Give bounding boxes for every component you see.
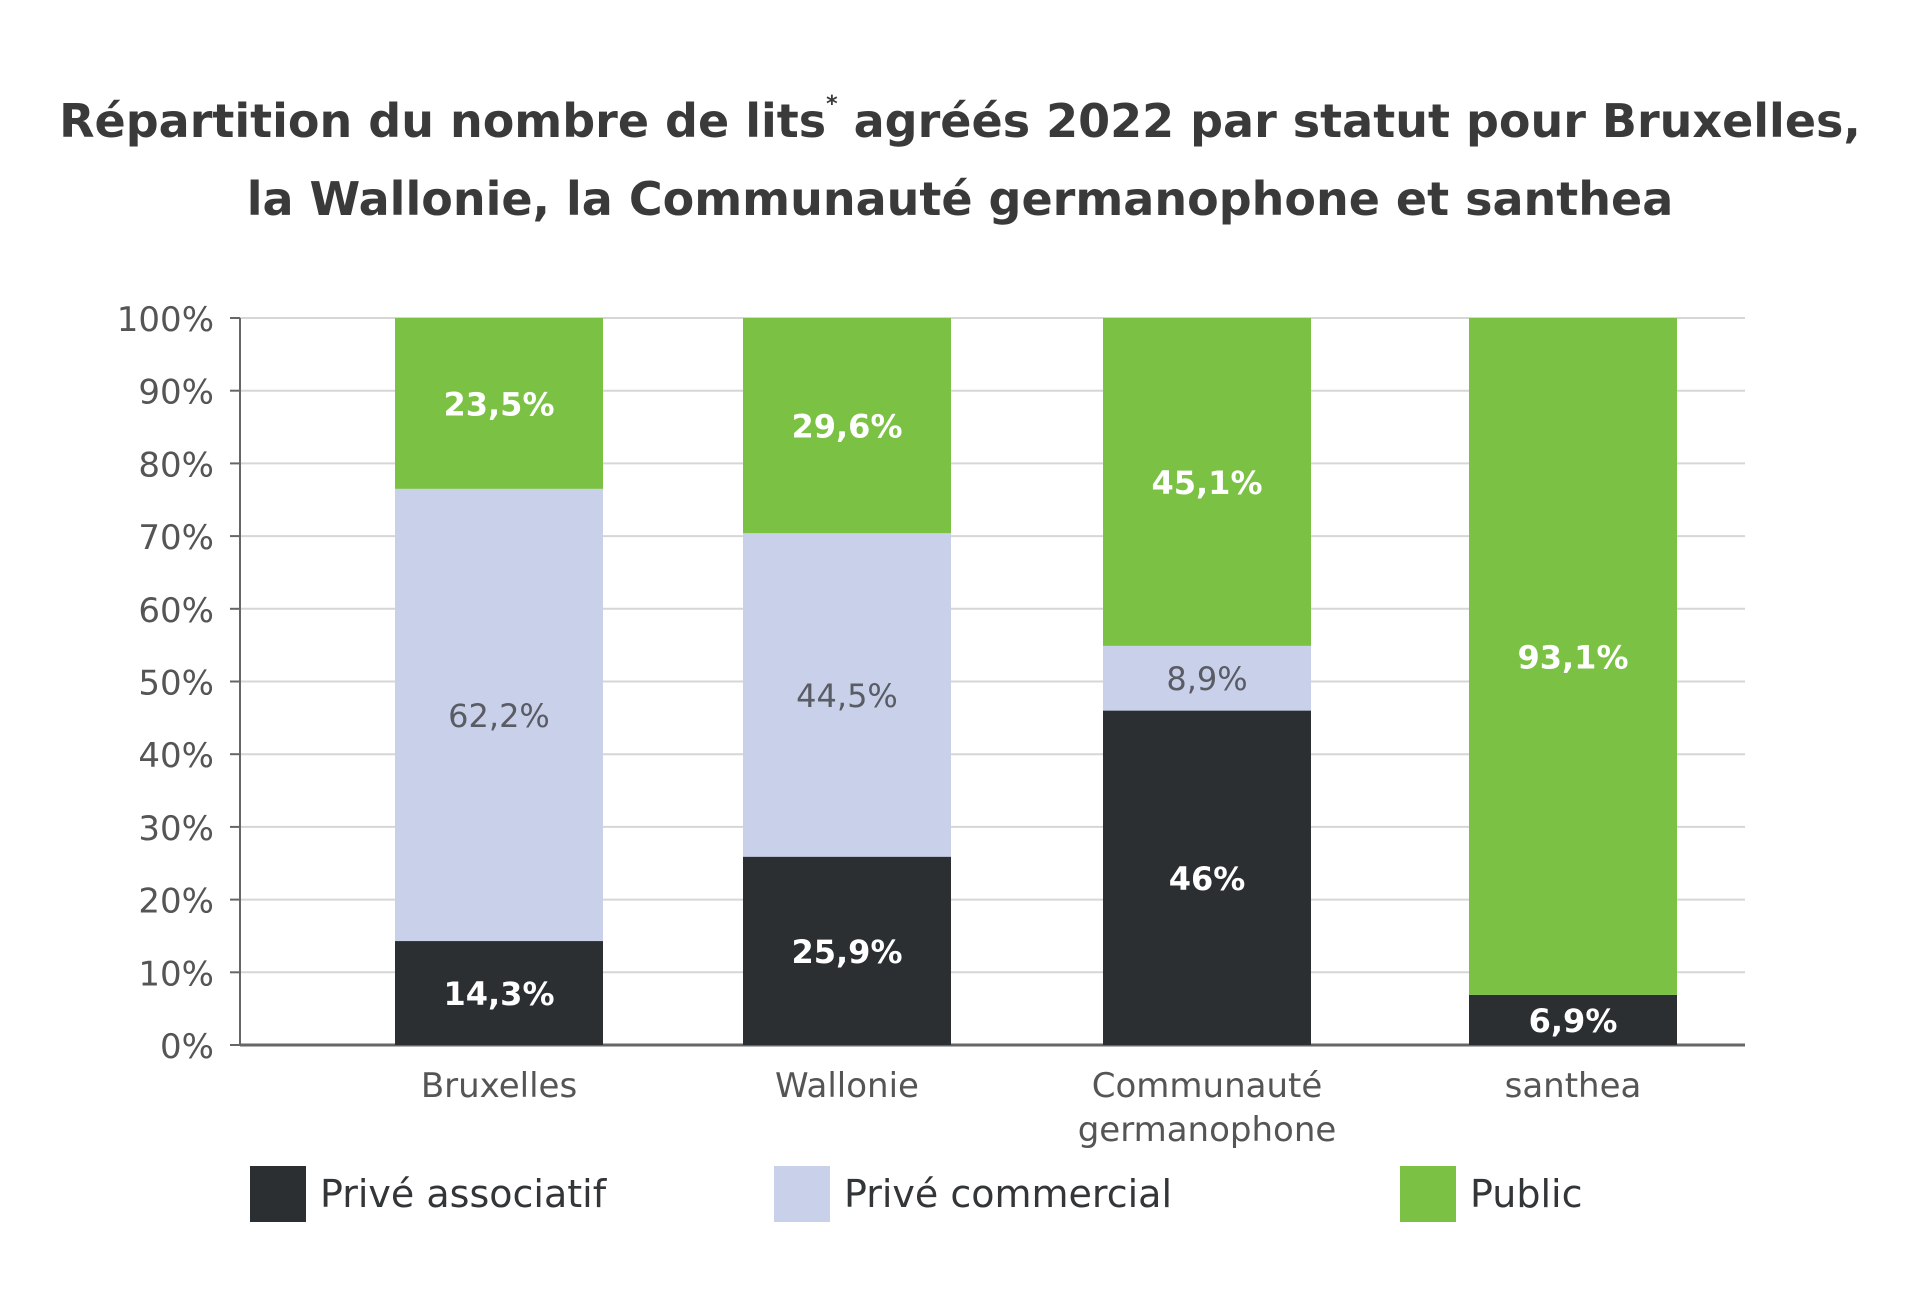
- bar-segment: [743, 856, 951, 1045]
- data-label: 6,9%: [1529, 1002, 1618, 1040]
- data-label: 46%: [1169, 860, 1246, 898]
- chart-title-text: Répartition du nombre de lits: [59, 94, 827, 148]
- y-tick-label: 20%: [138, 882, 214, 922]
- data-label: 44,5%: [796, 677, 898, 715]
- legend-item-prive-commercial: Privé commercial: [774, 1166, 1172, 1222]
- y-tick-label: 100%: [117, 300, 214, 340]
- chart-title-text-rest: agréés 2022 par statut pour Bruxelles,: [853, 94, 1861, 148]
- y-tick-label: 50%: [138, 664, 214, 704]
- x-tick-label: germanophone: [1078, 1110, 1337, 1150]
- data-label: 93,1%: [1517, 638, 1628, 676]
- y-tick-label: 60%: [138, 591, 214, 631]
- data-label: 14,3%: [443, 975, 554, 1013]
- x-tick-label: Communauté: [1092, 1066, 1323, 1106]
- bar-segment: [1103, 710, 1311, 1045]
- bar-segment: [1469, 994, 1677, 1045]
- data-label: 8,9%: [1166, 660, 1247, 698]
- legend-label-prive-associatif: Privé associatif: [320, 1172, 607, 1216]
- legend-item-prive-associatif: Privé associatif: [250, 1166, 606, 1222]
- data-label: 45,1%: [1151, 464, 1262, 502]
- bar-segment: [743, 533, 951, 857]
- y-tick-label: 90%: [138, 373, 214, 413]
- y-tick-label: 40%: [138, 736, 214, 776]
- footnote-mark: *: [826, 92, 838, 117]
- chart-title: Répartition du nombre de lits* agréés 20…: [0, 66, 1920, 238]
- legend-item-public: Public: [1400, 1166, 1582, 1222]
- y-tick-label: 80%: [138, 445, 214, 485]
- bar-segment: [1469, 318, 1677, 995]
- y-tick-label: 70%: [138, 518, 214, 558]
- legend-swatch-public: [1400, 1166, 1456, 1222]
- y-tick-label: 0%: [160, 1027, 214, 1067]
- data-label: 62,2%: [448, 697, 550, 735]
- legend-label-public: Public: [1470, 1172, 1583, 1216]
- y-tick-label: 10%: [138, 954, 214, 994]
- chart-title-line-1: Répartition du nombre de lits* agréés 20…: [0, 66, 1920, 160]
- x-tick-label: Bruxelles: [421, 1066, 577, 1106]
- data-label: 29,6%: [791, 408, 902, 446]
- bar-segment: [1103, 645, 1311, 711]
- bar-segment: [395, 318, 603, 489]
- data-label: 23,5%: [443, 385, 554, 423]
- y-tick-label: 30%: [138, 809, 214, 849]
- data-label: 25,9%: [791, 933, 902, 971]
- bar-segment: [395, 488, 603, 942]
- x-tick-label: santhea: [1505, 1066, 1642, 1106]
- legend-label-prive-commercial: Privé commercial: [844, 1172, 1173, 1216]
- legend-swatch-prive-commercial: [774, 1166, 830, 1222]
- x-tick-label: Wallonie: [775, 1066, 919, 1106]
- bar-segment: [1103, 318, 1311, 646]
- bar-segment: [395, 941, 603, 1045]
- legend-swatch-prive-associatif: [250, 1166, 306, 1222]
- chart-title-line-2: la Wallonie, la Communauté germanophone …: [246, 172, 1674, 226]
- bar-segment: [743, 318, 951, 534]
